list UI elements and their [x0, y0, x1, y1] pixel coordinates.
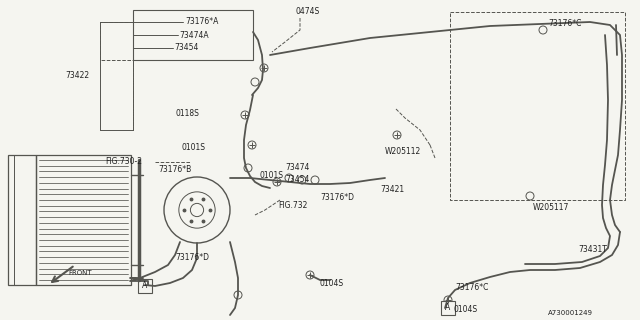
- Text: W205117: W205117: [533, 203, 570, 212]
- Bar: [8, 155, 36, 285]
- Text: 73176*A: 73176*A: [185, 18, 218, 27]
- Bar: [133, 10, 253, 60]
- Text: 73176*B: 73176*B: [158, 165, 191, 174]
- Text: 0474S: 0474S: [295, 7, 319, 17]
- Text: A: A: [142, 282, 148, 291]
- Text: 73176*D: 73176*D: [175, 253, 209, 262]
- Bar: [441, 301, 455, 315]
- Text: W205112: W205112: [385, 148, 421, 156]
- Text: 73474: 73474: [285, 164, 309, 172]
- Bar: [36, 155, 131, 285]
- Text: FRONT: FRONT: [68, 270, 92, 276]
- Bar: [138, 279, 152, 293]
- Text: 0104S: 0104S: [320, 278, 344, 287]
- Text: 73454: 73454: [285, 174, 309, 183]
- Text: 0104S: 0104S: [453, 306, 477, 315]
- Text: 73176*C: 73176*C: [455, 284, 488, 292]
- Text: 73454: 73454: [174, 44, 198, 52]
- Text: 73176*C: 73176*C: [548, 20, 581, 28]
- Text: 0118S: 0118S: [175, 108, 199, 117]
- Text: A730001249: A730001249: [548, 310, 593, 316]
- Text: 73422: 73422: [65, 70, 89, 79]
- Text: 73474A: 73474A: [179, 30, 209, 39]
- Text: 73431T: 73431T: [578, 245, 607, 254]
- Text: 0101S: 0101S: [182, 142, 206, 151]
- Text: 0101S: 0101S: [260, 171, 284, 180]
- Text: FIG.730-2: FIG.730-2: [105, 157, 142, 166]
- Text: 73421: 73421: [380, 186, 404, 195]
- Text: FIG.732: FIG.732: [278, 201, 307, 210]
- Text: A: A: [445, 303, 451, 313]
- Text: 73176*D: 73176*D: [320, 193, 354, 202]
